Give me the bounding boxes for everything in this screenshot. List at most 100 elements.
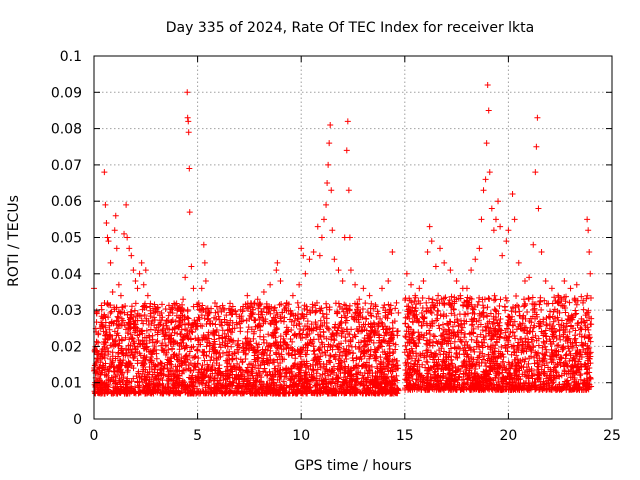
band-point [251, 300, 258, 307]
band-point [408, 332, 415, 339]
band-point [506, 376, 513, 383]
band-point [431, 333, 438, 340]
band-point [329, 379, 336, 386]
band-point [586, 314, 593, 321]
band-point [212, 300, 219, 307]
band-point [371, 328, 378, 335]
band-point [584, 382, 591, 389]
band-point [134, 379, 141, 386]
band-point [182, 326, 189, 333]
band-point [539, 358, 546, 365]
band-point [237, 390, 244, 397]
band-point [457, 338, 464, 345]
band-point [428, 349, 434, 356]
band-point [126, 314, 133, 321]
band-point [446, 297, 453, 304]
band-point [490, 316, 497, 323]
band-point [419, 350, 426, 357]
band-point [329, 331, 336, 338]
band-point [549, 349, 556, 356]
band-point [270, 373, 277, 380]
band-point [448, 310, 455, 317]
band-point [582, 326, 589, 333]
band-point [338, 318, 345, 325]
band-point [504, 348, 511, 355]
band-point [282, 304, 289, 311]
band-point [237, 306, 244, 313]
band-point [497, 350, 504, 357]
band-point [277, 370, 284, 377]
band-point [514, 356, 521, 363]
band-point [115, 308, 122, 315]
band-point [201, 349, 208, 356]
band-point [407, 307, 414, 314]
band-point [110, 376, 117, 383]
band-point [340, 374, 347, 381]
band-point [480, 314, 487, 321]
band-point [360, 350, 367, 357]
band-point [101, 380, 108, 387]
band-point [384, 315, 391, 322]
band-point [347, 336, 354, 343]
band-point [485, 355, 492, 362]
band-point [279, 309, 286, 316]
band-point [543, 321, 550, 328]
band-point [424, 380, 431, 387]
band-point [124, 369, 131, 376]
band-point [582, 383, 589, 390]
band-point [211, 344, 218, 351]
band-point [549, 333, 556, 340]
band-point [117, 309, 124, 316]
band-point [488, 336, 495, 343]
band-point [361, 334, 368, 341]
band-point [338, 389, 345, 396]
band-point [415, 370, 422, 377]
band-point [317, 317, 324, 324]
band-point [509, 305, 516, 312]
band-point [312, 308, 319, 315]
band-point [364, 347, 371, 354]
band-point [188, 328, 195, 335]
band-point [500, 354, 507, 361]
band-point [292, 372, 299, 379]
band-point [115, 353, 122, 360]
band-point [381, 302, 388, 309]
band-point [394, 377, 401, 384]
band-point [100, 328, 107, 335]
band-point [300, 327, 307, 334]
band-point [465, 375, 472, 382]
band-point [124, 330, 131, 337]
band-point [344, 310, 351, 317]
band-point [227, 300, 234, 307]
band-point [127, 331, 134, 338]
band-point [160, 383, 167, 390]
band-point [468, 296, 475, 303]
band-point [432, 382, 439, 389]
band-point [275, 350, 282, 357]
band-point [254, 344, 261, 351]
band-point [265, 331, 272, 338]
band-point [247, 388, 254, 395]
band-point [132, 300, 139, 307]
band-point [326, 304, 333, 311]
band-point [477, 379, 484, 386]
band-point [181, 386, 188, 393]
band-point [203, 321, 210, 328]
band-point [227, 381, 234, 388]
band-point [408, 299, 415, 306]
band-point [185, 335, 192, 342]
band-point [117, 347, 124, 354]
band-point [451, 300, 458, 307]
band-point [550, 338, 557, 345]
band-point [229, 355, 236, 362]
band-point [409, 304, 416, 311]
band-point [241, 376, 248, 383]
band-point [568, 312, 575, 319]
band-point [235, 371, 242, 378]
band-point [379, 323, 386, 330]
band-point [429, 342, 436, 349]
band-point [482, 323, 489, 330]
band-point [342, 319, 349, 326]
band-point [102, 348, 109, 355]
band-point [260, 355, 267, 362]
